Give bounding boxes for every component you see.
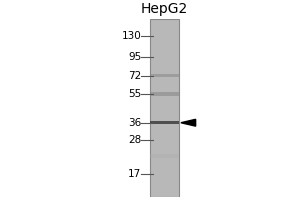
Bar (150, 121, 179, 124)
Polygon shape (181, 119, 196, 126)
Bar (150, 19, 179, 197)
Text: HepG2: HepG2 (141, 2, 188, 16)
Bar (150, 154, 179, 158)
Text: 28: 28 (128, 135, 141, 145)
Bar (150, 74, 179, 77)
Text: 95: 95 (128, 52, 141, 62)
Text: 72: 72 (128, 71, 141, 81)
Text: 17: 17 (128, 169, 141, 179)
Bar (150, 92, 179, 96)
Text: 55: 55 (128, 89, 141, 99)
Text: 36: 36 (128, 118, 141, 128)
Text: 130: 130 (122, 31, 141, 41)
